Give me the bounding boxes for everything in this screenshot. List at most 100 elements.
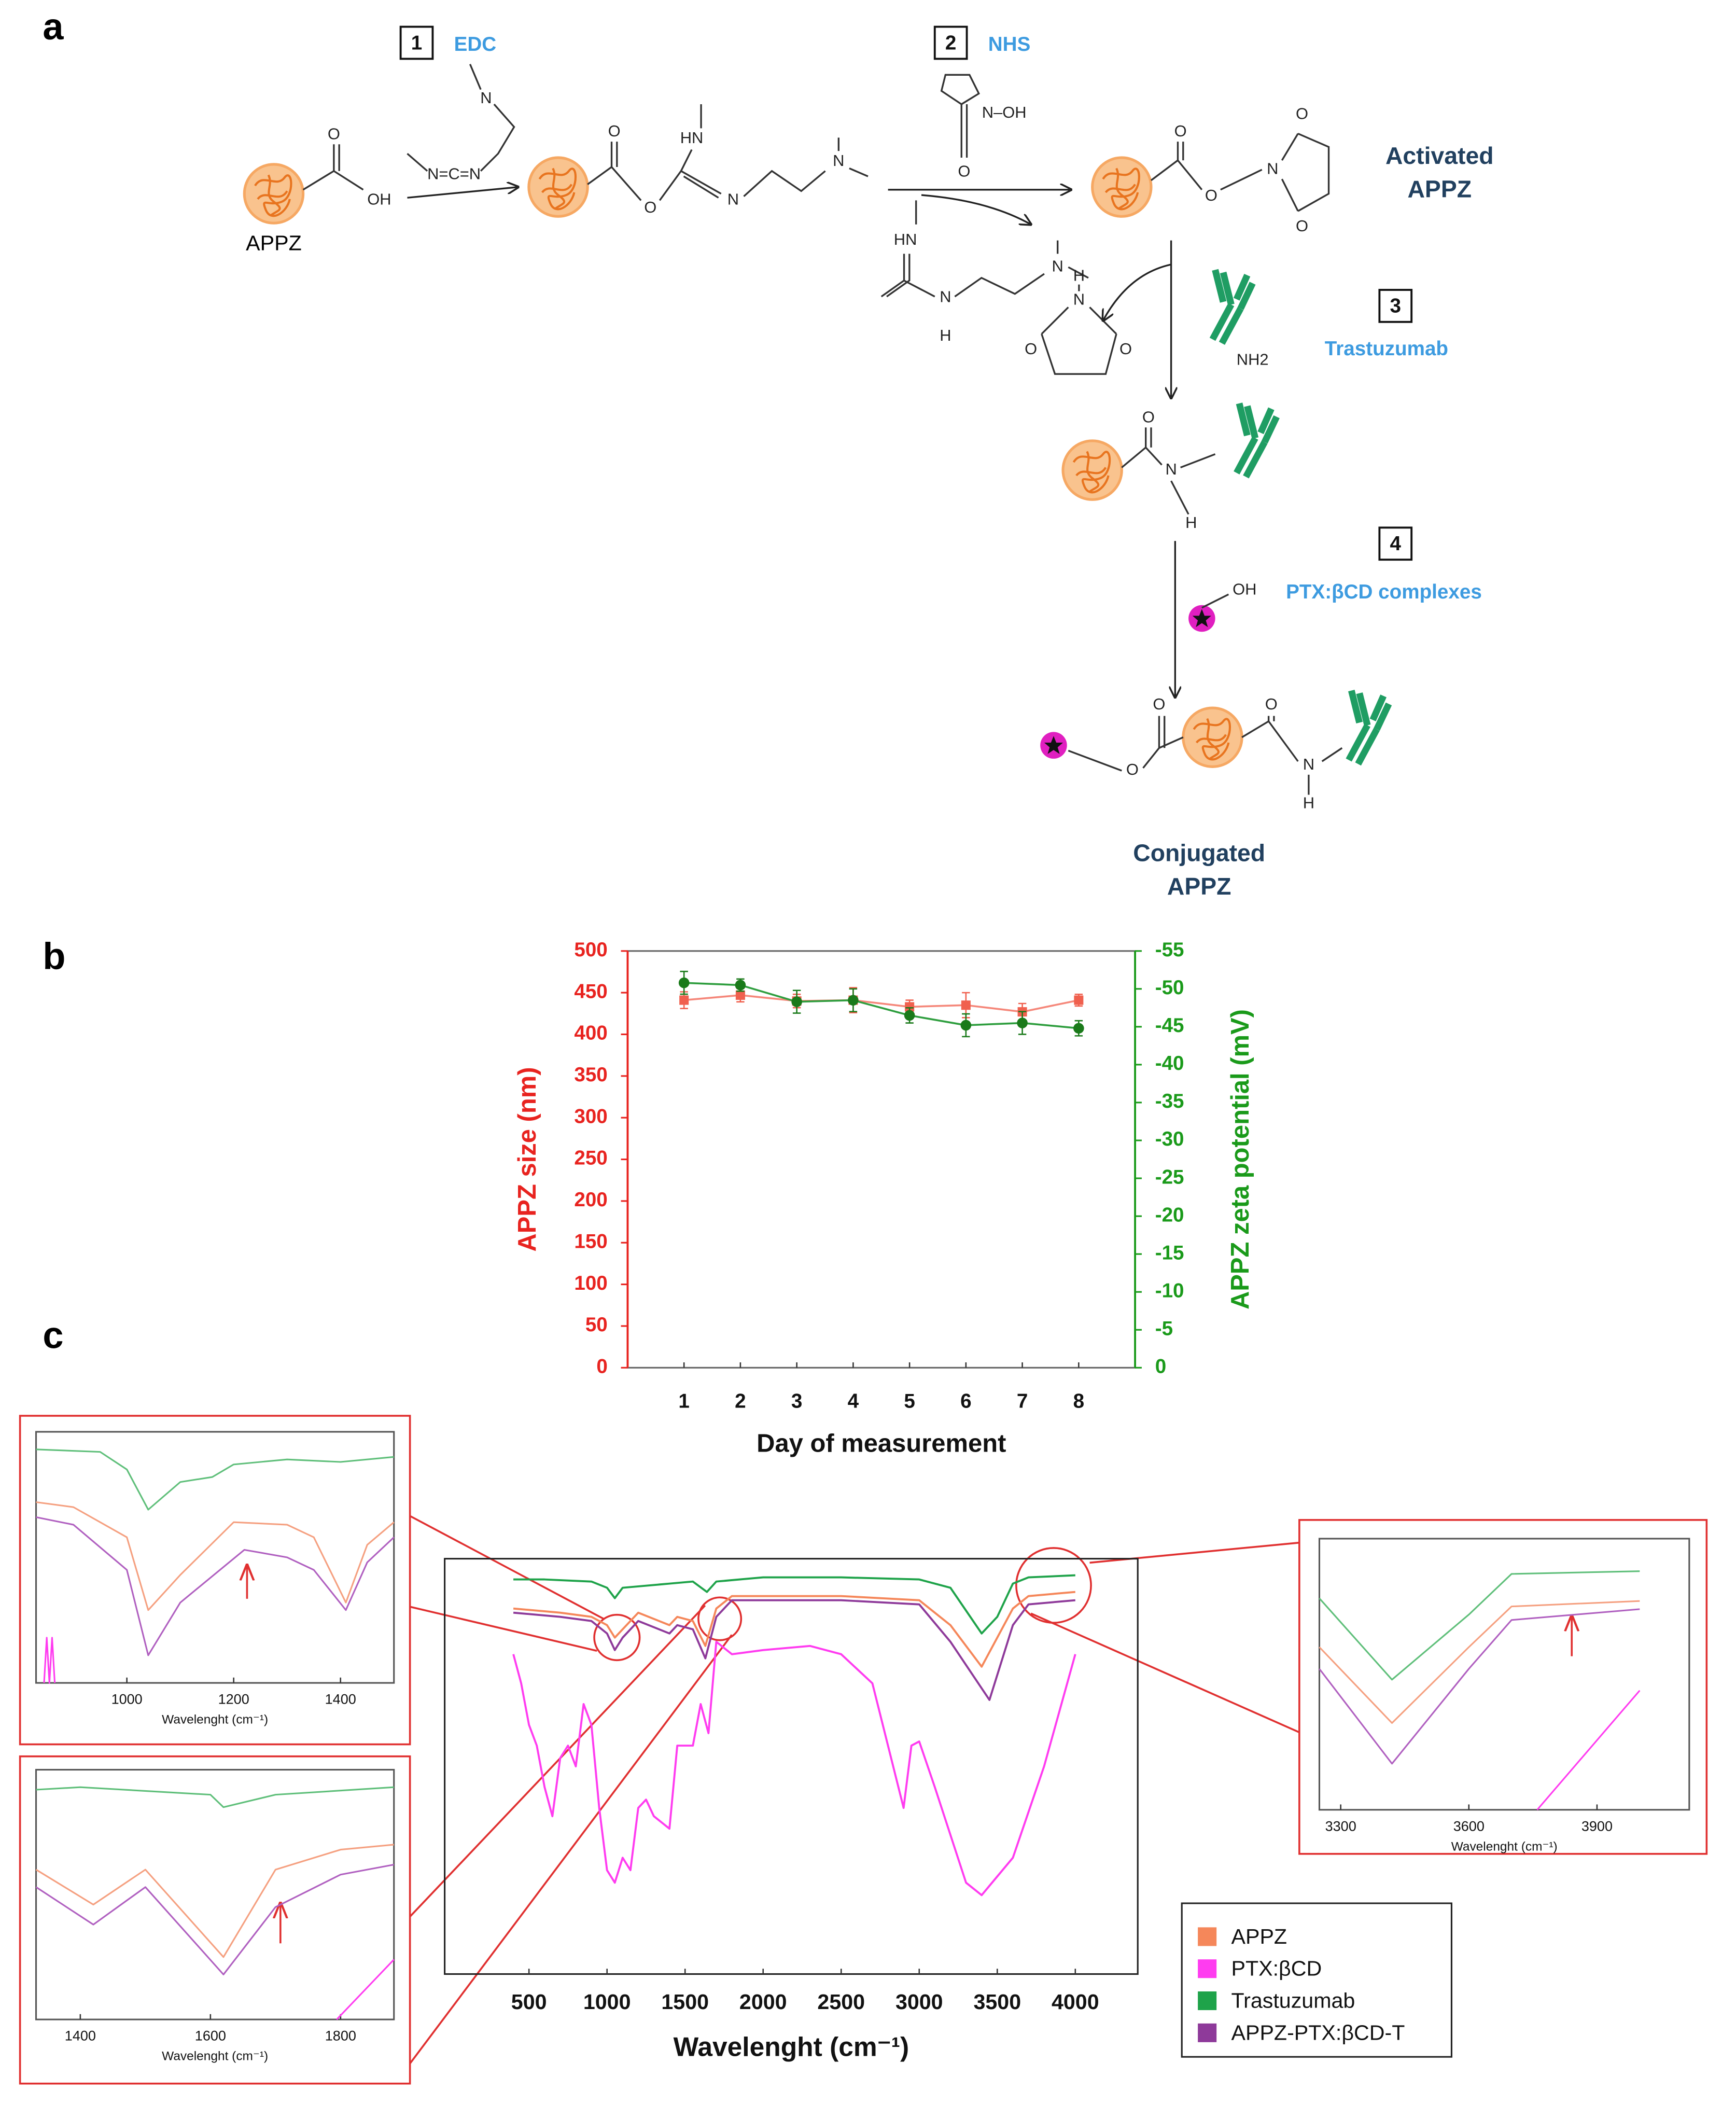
marker <box>1073 1023 1084 1034</box>
y2-tick-label: -45 <box>1155 1014 1184 1037</box>
x-tick-label: 3 <box>791 1390 802 1412</box>
atom: O <box>608 122 621 140</box>
x-axis-label: Wavelenght (cm⁻¹) <box>162 1713 268 1727</box>
legend-label: Trastuzumab <box>1231 1988 1355 2012</box>
activated-label: Activated <box>1385 142 1494 169</box>
zoom-circle <box>593 1613 641 1662</box>
atom: N <box>1052 257 1063 275</box>
inset-box <box>1298 1519 1708 1855</box>
conjugated-label: Conjugated <box>1133 840 1265 867</box>
x-tick-label: 1500 <box>661 1990 709 2014</box>
atom: O <box>1296 217 1308 235</box>
plot-frame <box>626 950 1136 1369</box>
y2-tick-label: -20 <box>1155 1204 1184 1226</box>
x-tick-label: 7 <box>1017 1390 1028 1412</box>
atom: O <box>1153 695 1165 713</box>
series-line <box>684 994 1079 1013</box>
x-axis-label: Wavelenght (cm⁻¹) <box>1451 1839 1558 1853</box>
x-tick-label: 3000 <box>895 1990 943 2014</box>
marker <box>961 1000 971 1010</box>
y-axis-label: APPZ size (nm) <box>513 1067 541 1251</box>
x-tick-label: 1400 <box>65 2028 96 2044</box>
y-tick-label: 200 <box>574 1189 607 1211</box>
series-line <box>512 1640 1076 1897</box>
reagent: Trastuzumab <box>1325 338 1448 360</box>
x-tick-label: 4000 <box>1052 1990 1099 2014</box>
atom: O <box>1265 695 1278 713</box>
series-line <box>36 1786 394 1808</box>
step-box <box>399 25 434 60</box>
series-line <box>513 1574 1075 1635</box>
y2-tick-label: -50 <box>1155 977 1184 999</box>
step-box <box>933 25 968 60</box>
series-line <box>684 982 1079 1029</box>
molecules <box>244 64 1389 795</box>
inset-box <box>19 1415 411 1746</box>
atom: NH2 <box>1237 351 1269 369</box>
marker <box>735 990 745 1000</box>
y2-tick-label: -5 <box>1155 1317 1173 1340</box>
conjugated-label: APPZ <box>1167 873 1231 900</box>
series-line <box>1319 1608 1640 1765</box>
x-tick-label: 1600 <box>195 2028 226 2044</box>
atom: H <box>1303 794 1314 812</box>
step-box <box>1378 526 1413 561</box>
step-number: 2 <box>945 32 956 54</box>
atom: N <box>480 89 492 107</box>
y2-tick-label: -30 <box>1155 1128 1184 1150</box>
panel-label: b <box>43 936 65 977</box>
x-tick-label: 1200 <box>218 1692 249 1707</box>
y-tick-label: 450 <box>574 980 607 1002</box>
x-tick-label: 3600 <box>1453 1818 1485 1834</box>
atom: O <box>1119 340 1132 358</box>
legend-swatch <box>1198 1991 1217 2011</box>
start-label: APPZ <box>246 231 302 255</box>
atom: OH <box>367 190 391 208</box>
atom: HN <box>894 230 917 248</box>
legend-label: PTX:βCD <box>1231 1957 1322 1981</box>
inset-decor <box>19 1415 1708 2085</box>
y-tick-label: 500 <box>574 939 607 961</box>
atom: N <box>940 288 951 306</box>
marker <box>904 1010 915 1021</box>
x-tick-label: 2 <box>735 1390 746 1412</box>
x-tick-label: 2500 <box>817 1990 865 2014</box>
atom: O <box>1205 186 1217 204</box>
atom: N <box>1303 755 1314 773</box>
x-tick-label: 500 <box>511 1990 547 2014</box>
marker <box>791 996 802 1007</box>
atom: O <box>1025 340 1037 358</box>
atom: O <box>1174 122 1187 140</box>
legend-swatch <box>1198 1927 1217 1946</box>
atom: N–OH <box>982 103 1027 121</box>
atom: O <box>1142 408 1155 426</box>
x-tick-label: 1800 <box>325 2028 356 2044</box>
marker <box>678 977 690 988</box>
y2-tick-label: -40 <box>1155 1052 1184 1075</box>
atom-labels: O OH N N=C=N O HN O N N N–OH O HN N H N … <box>328 89 1314 812</box>
atom: O <box>1296 105 1308 123</box>
scheme: a 1 EDC 2 NHS 3 Trastuzumab 4 PTX:βCD co… <box>43 6 1493 900</box>
marker <box>1017 1017 1028 1028</box>
atom: O <box>958 162 970 180</box>
series-line <box>35 1863 395 1975</box>
atom: HN <box>680 129 704 147</box>
marker <box>735 980 746 991</box>
plot-frame <box>1318 1538 1690 1811</box>
x-axis-label: Day of measurement <box>757 1430 1006 1458</box>
y2-tick-label: 0 <box>1155 1355 1166 1377</box>
series-line <box>1319 1570 1640 1681</box>
reagent: EDC <box>454 33 497 55</box>
marker <box>1074 995 1084 1005</box>
panel-label: c <box>43 1315 63 1357</box>
step-number: 3 <box>1390 295 1401 317</box>
y-tick-label: 100 <box>574 1272 607 1294</box>
series-line <box>513 1599 1075 1701</box>
series-line <box>43 1637 56 1684</box>
x-tick-label: 6 <box>960 1390 971 1412</box>
y-tick-label: 400 <box>574 1022 607 1044</box>
y-tick-label: 50 <box>585 1314 608 1336</box>
x-tick-label: 3300 <box>1325 1818 1356 1834</box>
x-tick-label: 3500 <box>973 1990 1021 2014</box>
